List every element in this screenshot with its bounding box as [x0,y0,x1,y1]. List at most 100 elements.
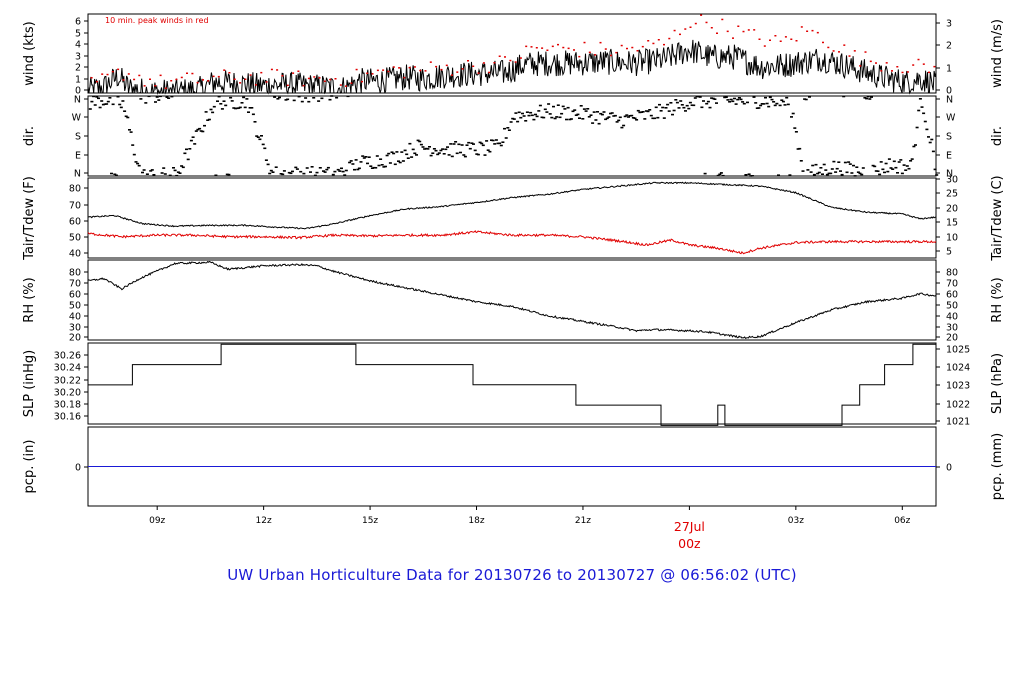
peak-wind-dot [244,78,247,80]
direction-dash [680,104,684,106]
peak-wind-dot [647,40,650,42]
direction-dash [199,130,203,132]
direction-dash [569,118,573,120]
tick-label-left-slp: 30.20 [54,388,81,399]
peak-wind-dot [721,18,724,21]
direction-dash [827,172,831,175]
direction-dash [478,141,482,144]
direction-dash [234,107,237,110]
direction-dash [266,163,270,166]
direction-dash [385,154,389,157]
direction-dash [514,112,518,114]
direction-dash [661,106,665,109]
x-tick-label-00z: 00z [678,536,701,551]
panel-note-wind: 10 min. peak winds in red [105,16,209,25]
tick-label-right-wind: 1 [946,64,952,75]
direction-dash [618,116,622,119]
direction-dash [330,95,334,97]
direction-dash [123,110,127,112]
direction-dash [493,143,497,145]
direction-dash [781,100,785,103]
peak-wind-dot [254,84,257,86]
tick-label-left-dir: N [74,95,81,106]
direction-dash [395,151,399,153]
direction-dash [343,174,347,176]
tick-label-left-temp: 40 [69,249,81,260]
series-line-Tdew [87,230,937,255]
tick-label-right-wind: 3 [946,19,952,30]
direction-dash [480,142,484,145]
direction-dash [139,98,143,100]
direction-dash [216,100,219,102]
direction-dash [312,97,316,99]
axis-label-left-slp: SLP (inHg) [22,350,37,418]
direction-dash [591,122,595,124]
direction-dash [201,130,205,133]
direction-dash [318,167,322,169]
direction-dash [653,117,657,120]
direction-dash [705,102,709,105]
direction-dash [261,143,265,146]
direction-dash [212,105,216,108]
direction-dash [421,146,425,148]
direction-dash [521,112,524,115]
direction-dash [300,100,304,103]
direction-dash [930,138,934,141]
peak-wind-dot [567,47,570,50]
tick-label-left-dir: S [75,132,81,143]
direction-dash [181,166,185,169]
direction-dash [264,159,268,161]
direction-dash [579,105,583,107]
direction-dash [326,166,330,169]
peak-wind-dot [578,55,581,58]
direction-dash [356,168,360,171]
direction-dash [367,156,371,158]
axis-label-left-rh: RH (%) [22,277,37,322]
peak-wind-dot [366,72,369,74]
direction-dash [733,97,736,100]
peak-wind-dot [869,60,872,63]
peak-wind-dot [302,84,305,87]
direction-dash [353,168,356,171]
direction-dash [770,98,774,101]
direction-dash [679,100,683,102]
direction-dash [573,109,577,111]
direction-dash [917,109,921,112]
direction-dash [780,99,784,101]
direction-dash [124,115,128,118]
panel-frame-rh [87,259,937,341]
direction-dash [441,148,445,150]
direction-dash [232,107,236,109]
tick-label-left-rh: 60 [69,290,81,301]
direction-dash [100,100,104,102]
x-tick-label: 21z [575,516,591,526]
direction-dash [467,141,471,144]
peak-wind-dot [700,14,703,16]
direction-dash [762,103,766,105]
peak-wind-dot [350,82,353,84]
peak-wind-dot [445,64,448,67]
direction-dash [627,116,630,118]
direction-dash [525,111,529,113]
direction-dash [651,117,655,120]
direction-dash [194,130,198,132]
peak-wind-dot [122,79,125,81]
tick-label-right-temp: 10 [946,233,958,244]
direction-dash [229,96,233,99]
tick-label-left-rh: 80 [69,268,81,279]
peak-wind-dot [398,67,401,69]
peak-wind-dot [710,27,713,29]
x-tick-label: 15z [362,516,378,526]
direction-dash [540,116,544,119]
direction-dash [868,98,872,100]
direction-dash [103,103,107,105]
direction-dash [825,173,829,176]
direction-dash [617,119,621,122]
peak-wind-dot [456,71,459,73]
direction-dash [271,171,275,173]
direction-dash [128,129,131,131]
tick-label-left-dir: N [74,169,81,180]
direction-dash [366,162,369,165]
peak-wind-dot [668,37,671,40]
peak-wind-dot [732,37,734,39]
